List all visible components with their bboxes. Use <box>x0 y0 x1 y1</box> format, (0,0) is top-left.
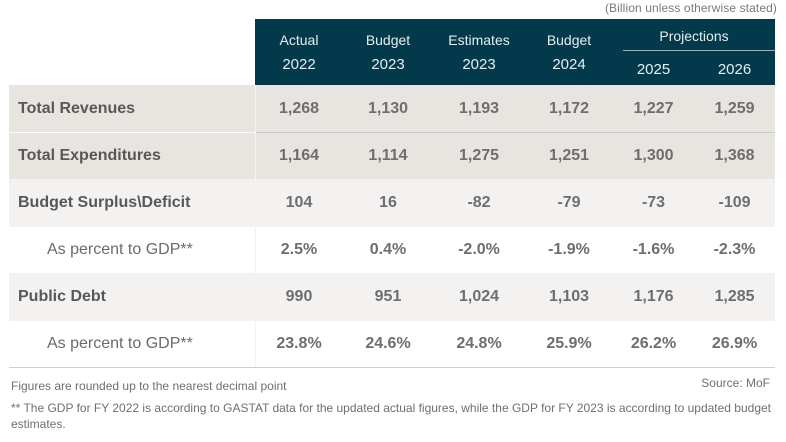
cell-budget-2023: 24.6% <box>365 335 411 352</box>
cell-budget-2024: 1,251 <box>548 147 590 164</box>
header-col-year: 2022 <box>282 56 316 73</box>
header-col-2025: 2025 <box>636 61 671 78</box>
cell-2025: -73 <box>641 194 666 211</box>
cell-2026: 1,368 <box>714 147 755 164</box>
cell-estimates-2023: 24.8% <box>456 335 502 352</box>
row-label: As percent to GDP** <box>47 335 193 352</box>
header-col-actual-2022: Actual 2022 <box>255 19 343 85</box>
cell-estimates-2023: 1,024 <box>458 288 500 305</box>
cell-2026: -2.3% <box>713 241 756 258</box>
cell-budget-2024: -1.9% <box>548 241 590 258</box>
cell-2026: 26.9% <box>711 335 758 352</box>
cell-2026: 1,285 <box>714 288 755 305</box>
table-row-total-revenues: Total Revenues 1,268 1,130 1,193 1,172 1… <box>9 85 775 132</box>
projections-divider <box>623 50 775 51</box>
cell-actual-2022: 104 <box>285 194 313 211</box>
cell-budget-2024: 1,103 <box>548 288 590 305</box>
cell-2025: 1,227 <box>633 99 674 117</box>
unit-note: (Billion unless otherwise stated) <box>604 1 777 15</box>
cell-2025: 1,176 <box>633 288 674 305</box>
cell-estimates-2023: -82 <box>467 194 491 211</box>
cell-budget-2024: 25.9% <box>546 335 592 352</box>
table-row-total-expenditures: Total Expenditures 1,164 1,114 1,275 1,2… <box>9 133 775 179</box>
cell-budget-2023: 0.4% <box>369 241 407 258</box>
header-col-budget-2023: Budget 2023 <box>343 19 433 85</box>
cell-budget-2023: 951 <box>374 288 402 305</box>
header-col-budget-2024: Budget 2024 <box>525 19 613 85</box>
header-col-2026: 2026 <box>717 61 752 78</box>
cell-actual-2022: 990 <box>285 288 313 305</box>
cell-actual-2022: 1,268 <box>278 99 320 117</box>
cell-2026: 1,259 <box>714 99 755 117</box>
cell-budget-2023: 1,114 <box>368 147 408 164</box>
header-col-estimates-2023: Estimates 2023 <box>433 19 525 85</box>
header-col-year: 2023 <box>462 56 496 73</box>
header-col-label: Actual <box>279 32 319 48</box>
header-col-label: Budget <box>365 32 411 48</box>
footer-separator <box>9 367 775 368</box>
header-col-label: Budget <box>546 32 592 48</box>
header-col-year: 2024 <box>552 56 586 73</box>
row-label: Public Debt <box>18 288 107 305</box>
cell-budget-2024: 1,172 <box>548 99 590 117</box>
cell-2026: -109 <box>718 194 751 211</box>
cell-2025: 1,300 <box>633 147 674 164</box>
table-row-public-debt: Public Debt 990 951 1,024 1,103 1,176 1,… <box>9 273 775 321</box>
table-row-debt-percent-gdp: As percent to GDP** 23.8% 24.6% 24.8% 25… <box>9 321 775 367</box>
cell-budget-2024: -79 <box>557 194 581 211</box>
cell-budget-2023: 1,130 <box>367 99 409 117</box>
header-col-year: 2023 <box>371 56 405 73</box>
cell-budget-2023: 16 <box>379 194 397 211</box>
gdp-footnote: ** The GDP for FY 2022 is according to G… <box>11 401 772 431</box>
row-label: Total Revenues <box>18 99 136 117</box>
cell-2025: -1.6% <box>632 241 675 258</box>
cell-estimates-2023: 1,193 <box>458 99 500 117</box>
cell-actual-2022: 23.8% <box>276 335 322 352</box>
cell-actual-2022: 1,164 <box>278 147 320 164</box>
row-label: As percent to GDP** <box>47 241 193 258</box>
header-projections-label: Projections <box>659 28 729 44</box>
cell-estimates-2023: -2.0% <box>458 241 500 258</box>
source-note: Source: MoF <box>701 376 770 390</box>
row-label: Budget Surplus\Deficit <box>18 194 191 211</box>
cell-actual-2022: 2.5% <box>280 241 318 258</box>
rounding-note: Figures are rounded up to the nearest de… <box>11 379 287 393</box>
cell-2025: 26.2% <box>630 335 677 352</box>
table-row-budget-surplus-deficit: Budget Surplus\Deficit 104 16 -82 -79 -7… <box>9 179 775 227</box>
table-header: Actual 2022 Budget 2023 Estimates 2023 B… <box>255 19 775 85</box>
column-separator <box>255 85 256 367</box>
row-label: Total Expenditures <box>18 147 161 164</box>
table-row-surplus-percent-gdp: As percent to GDP** 2.5% 0.4% -2.0% -1.9… <box>9 227 775 273</box>
cell-estimates-2023: 1,275 <box>458 147 500 164</box>
header-col-label: Estimates <box>448 32 510 48</box>
row-divider <box>255 132 775 133</box>
